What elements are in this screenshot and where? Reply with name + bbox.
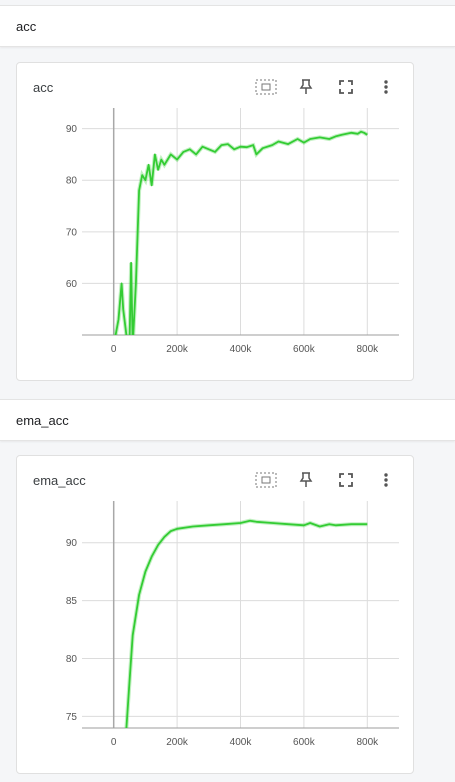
- x-tick-label: 200k: [166, 344, 189, 355]
- x-tick-label: 800k: [356, 737, 379, 748]
- fit-domain-icon: [255, 472, 277, 488]
- section-title: acc: [16, 19, 37, 34]
- x-tick-label: 0: [111, 344, 117, 355]
- chart-card-ema-acc: ema_acc 75 80 85 90 0 200k 400k 600k 800k: [16, 455, 414, 774]
- x-tick-label: 400k: [230, 344, 253, 355]
- pin-button[interactable]: [293, 76, 319, 98]
- fit-domain-button[interactable]: [253, 76, 279, 98]
- series-line: [125, 519, 368, 728]
- y-tick-label: 75: [66, 712, 78, 723]
- x-tick-label: 600k: [293, 737, 316, 748]
- x-tick-label: 800k: [356, 344, 379, 355]
- x-tick-label: 0: [111, 737, 117, 748]
- x-tick-label: 600k: [293, 344, 316, 355]
- more-vert-icon: [384, 473, 388, 487]
- y-tick-label: 80: [66, 176, 78, 187]
- section-header-ema-acc[interactable]: ema_acc: [0, 399, 455, 441]
- section-title: ema_acc: [16, 413, 69, 428]
- more-vert-icon: [384, 80, 388, 94]
- x-tick-label: 200k: [166, 737, 189, 748]
- more-options-button[interactable]: [373, 76, 399, 98]
- y-tick-label: 90: [66, 124, 78, 135]
- pin-icon: [299, 79, 313, 94]
- card-toolbar: [253, 469, 399, 491]
- fullscreen-icon: [339, 473, 353, 487]
- y-tick-label: 80: [66, 654, 78, 665]
- fullscreen-icon: [339, 80, 353, 94]
- fit-domain-button[interactable]: [253, 469, 279, 491]
- more-options-button[interactable]: [373, 469, 399, 491]
- pin-icon: [299, 472, 313, 487]
- y-tick-label: 70: [66, 227, 78, 238]
- y-tick-label: 60: [66, 279, 78, 290]
- series-line: [114, 130, 368, 335]
- line-chart-acc[interactable]: 60 70 80 90 0 200k 400k 600k 800k: [17, 103, 413, 363]
- card-title: acc: [33, 80, 54, 95]
- line-chart-ema-acc[interactable]: 75 80 85 90 0 200k 400k 600k 800k: [17, 496, 413, 756]
- y-tick-label: 90: [66, 538, 78, 549]
- fit-domain-icon: [255, 79, 277, 95]
- y-tick-label: 85: [66, 596, 78, 607]
- series-line-raw: [124, 518, 368, 728]
- section-header-acc[interactable]: acc: [0, 5, 455, 47]
- card-toolbar: [253, 76, 399, 98]
- chart-card-acc: acc 60 70 80 90 0 200k 400k 600k 800k: [16, 62, 414, 381]
- x-tick-label: 400k: [230, 737, 253, 748]
- fullscreen-button[interactable]: [333, 76, 359, 98]
- pin-button[interactable]: [293, 469, 319, 491]
- fullscreen-button[interactable]: [333, 469, 359, 491]
- card-title: ema_acc: [33, 473, 86, 488]
